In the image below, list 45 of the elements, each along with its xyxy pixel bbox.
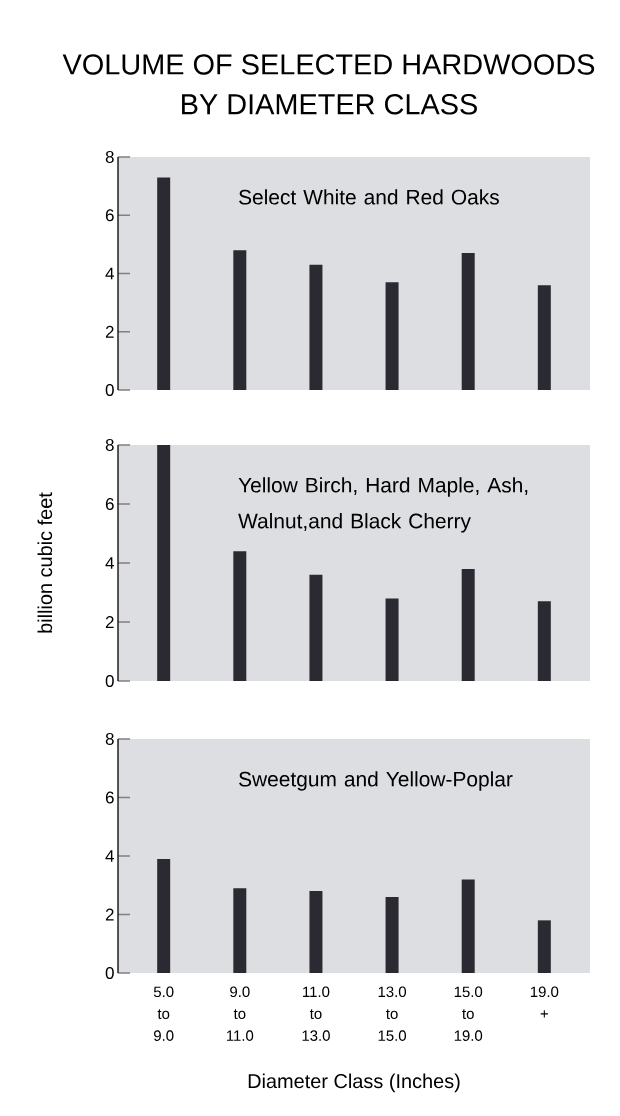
y-tick-label: 2 — [105, 908, 114, 921]
bar — [385, 896, 399, 973]
bar — [461, 879, 475, 973]
y-tick-label: 4 — [105, 267, 114, 280]
x-tick-label: 9.0 to 11.0 — [226, 986, 254, 1041]
x-tick-label: 19.0 + — [530, 986, 559, 1018]
y-tick-label: 4 — [105, 557, 114, 569]
bar — [233, 551, 247, 681]
text: Sweetgum and Yellow-Poplar — [239, 771, 513, 791]
bar — [309, 574, 323, 681]
x-tick-label: 15.0 to 19.0 — [454, 986, 483, 1041]
bar — [309, 891, 323, 973]
bar — [309, 264, 323, 390]
bar — [233, 250, 247, 390]
bar — [385, 598, 399, 681]
bar — [537, 285, 551, 390]
y-axis-title: billion cubic feet — [37, 492, 53, 633]
y-tick-label: 6 — [105, 791, 114, 804]
bar — [537, 920, 551, 973]
bar — [157, 177, 171, 390]
bar — [157, 445, 171, 681]
y-tick-label: 2 — [105, 325, 114, 338]
bar — [385, 282, 399, 390]
text: Select White and Red Oaks — [239, 189, 499, 205]
chart-title: VOLUME OF SELECTED HARDWOODS BY DIAMETER CLASS — [62, 54, 595, 115]
y-tick-label: 6 — [105, 209, 114, 222]
bar — [537, 601, 551, 681]
x-tick-label: 11.0 to 13.0 — [302, 986, 330, 1041]
y-tick-label: 8 — [105, 439, 114, 451]
bar — [233, 888, 247, 973]
text: Yellow Birch, Hard Maple, Ash, Walnut,and Black Cherry — [238, 477, 528, 533]
y-tick-label: 0 — [105, 383, 114, 396]
y-tick-label: 2 — [105, 616, 114, 628]
y-tick-label: 0 — [105, 967, 114, 979]
y-tick-label: 8 — [105, 151, 114, 163]
y-tick-label: 8 — [105, 733, 114, 745]
x-tick-label: 5.0 to 9.0 — [153, 986, 174, 1041]
bar — [461, 253, 475, 390]
x-axis-title: Diameter Class (Inches) — [248, 1073, 460, 1093]
bar — [157, 858, 171, 973]
y-tick-label: 4 — [105, 850, 114, 862]
y-tick-label: 6 — [105, 498, 114, 510]
y-tick-label: 0 — [105, 675, 114, 687]
x-tick-label: 13.0 to 15.0 — [378, 986, 407, 1041]
bar — [461, 568, 475, 681]
